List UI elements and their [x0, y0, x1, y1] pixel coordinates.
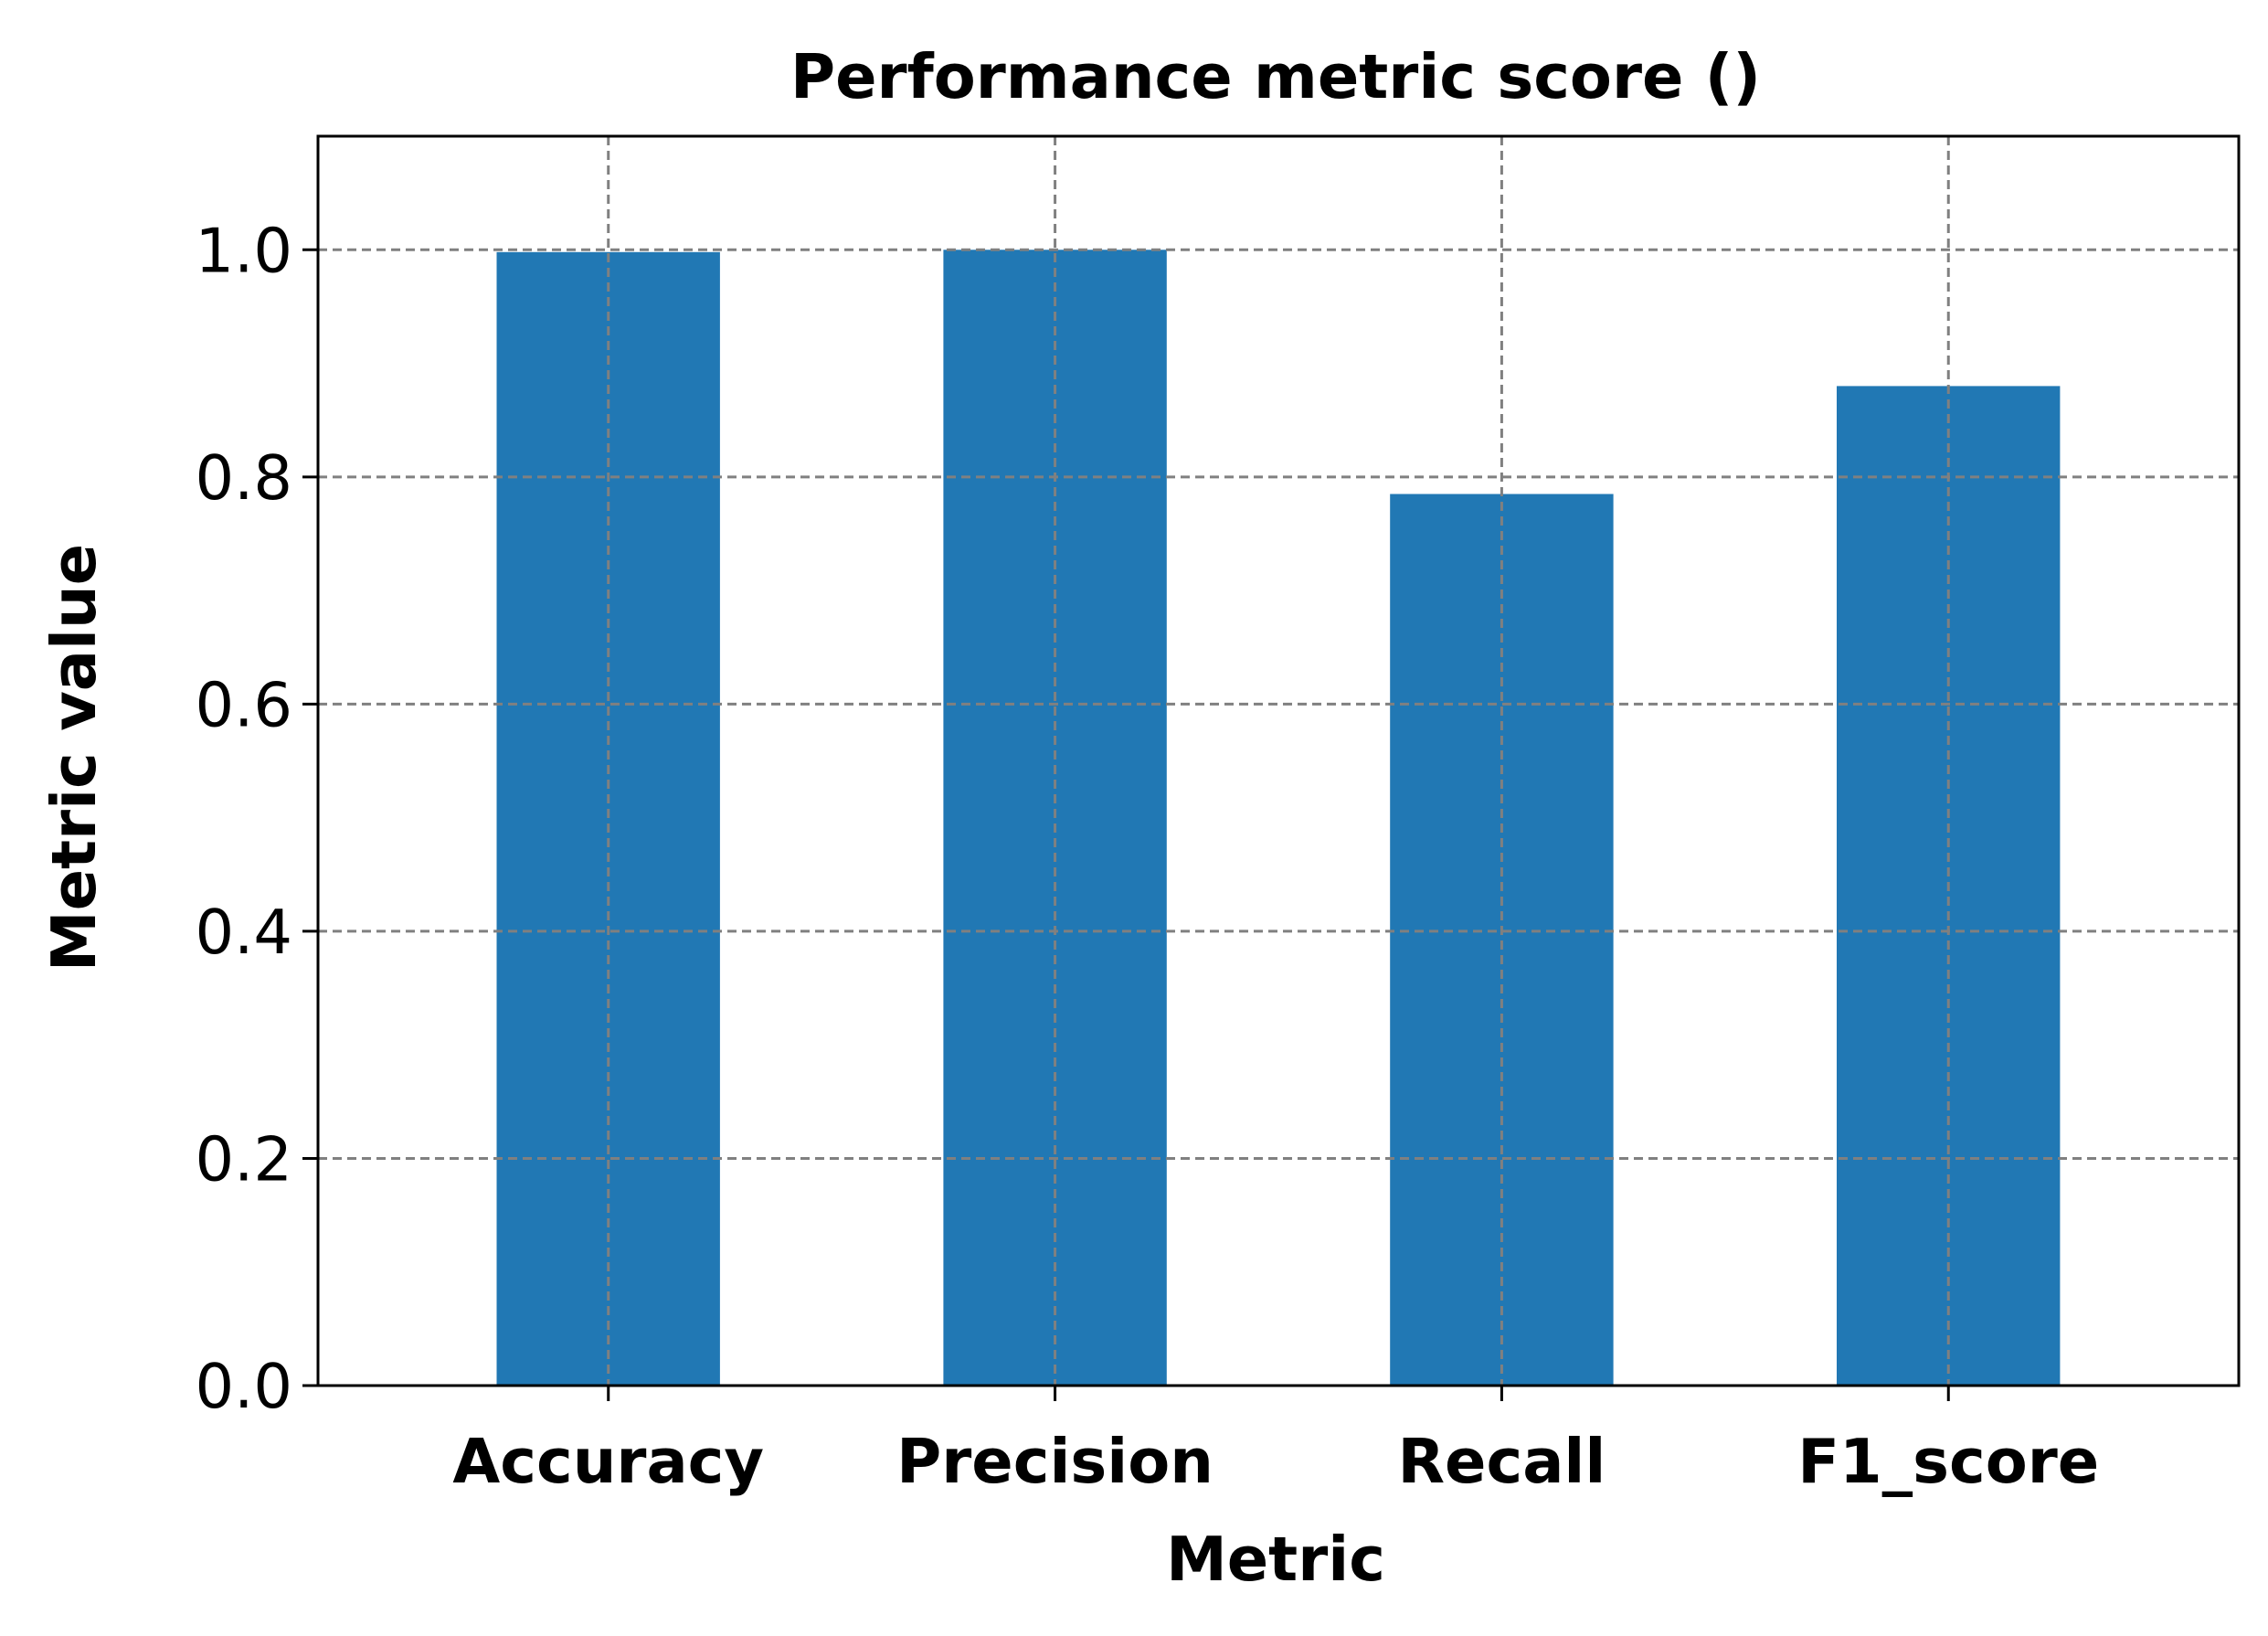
x-tick-label-f1-score: F1_score — [1797, 1426, 2099, 1497]
y-tick-label: 1.0 — [195, 215, 292, 286]
x-tick-label-accuracy: Accuracy — [452, 1426, 764, 1497]
y-tick-label: 0.2 — [195, 1123, 292, 1195]
x-axis-label: Metric — [1166, 1524, 1385, 1595]
y-tick-label: 0.8 — [195, 442, 292, 514]
y-axis-label: Metric value — [38, 544, 110, 972]
x-tick-label-precision: Precision — [896, 1426, 1213, 1497]
y-tick-label: 0.4 — [195, 897, 292, 968]
plot-area-frame — [316, 134, 2241, 1387]
y-tick-label: 0.0 — [195, 1351, 292, 1422]
y-tick-label: 0.6 — [195, 669, 292, 740]
chart-title: Performance metric score () — [790, 41, 1761, 112]
grid-lines — [318, 136, 2239, 1386]
x-axis-ticks: Accuracy Precision Recall F1_score — [452, 1386, 2099, 1497]
y-axis-ticks: 0.0 0.2 0.4 0.6 0.8 1.0 — [195, 215, 318, 1422]
x-tick-label-recall: Recall — [1397, 1426, 1606, 1497]
